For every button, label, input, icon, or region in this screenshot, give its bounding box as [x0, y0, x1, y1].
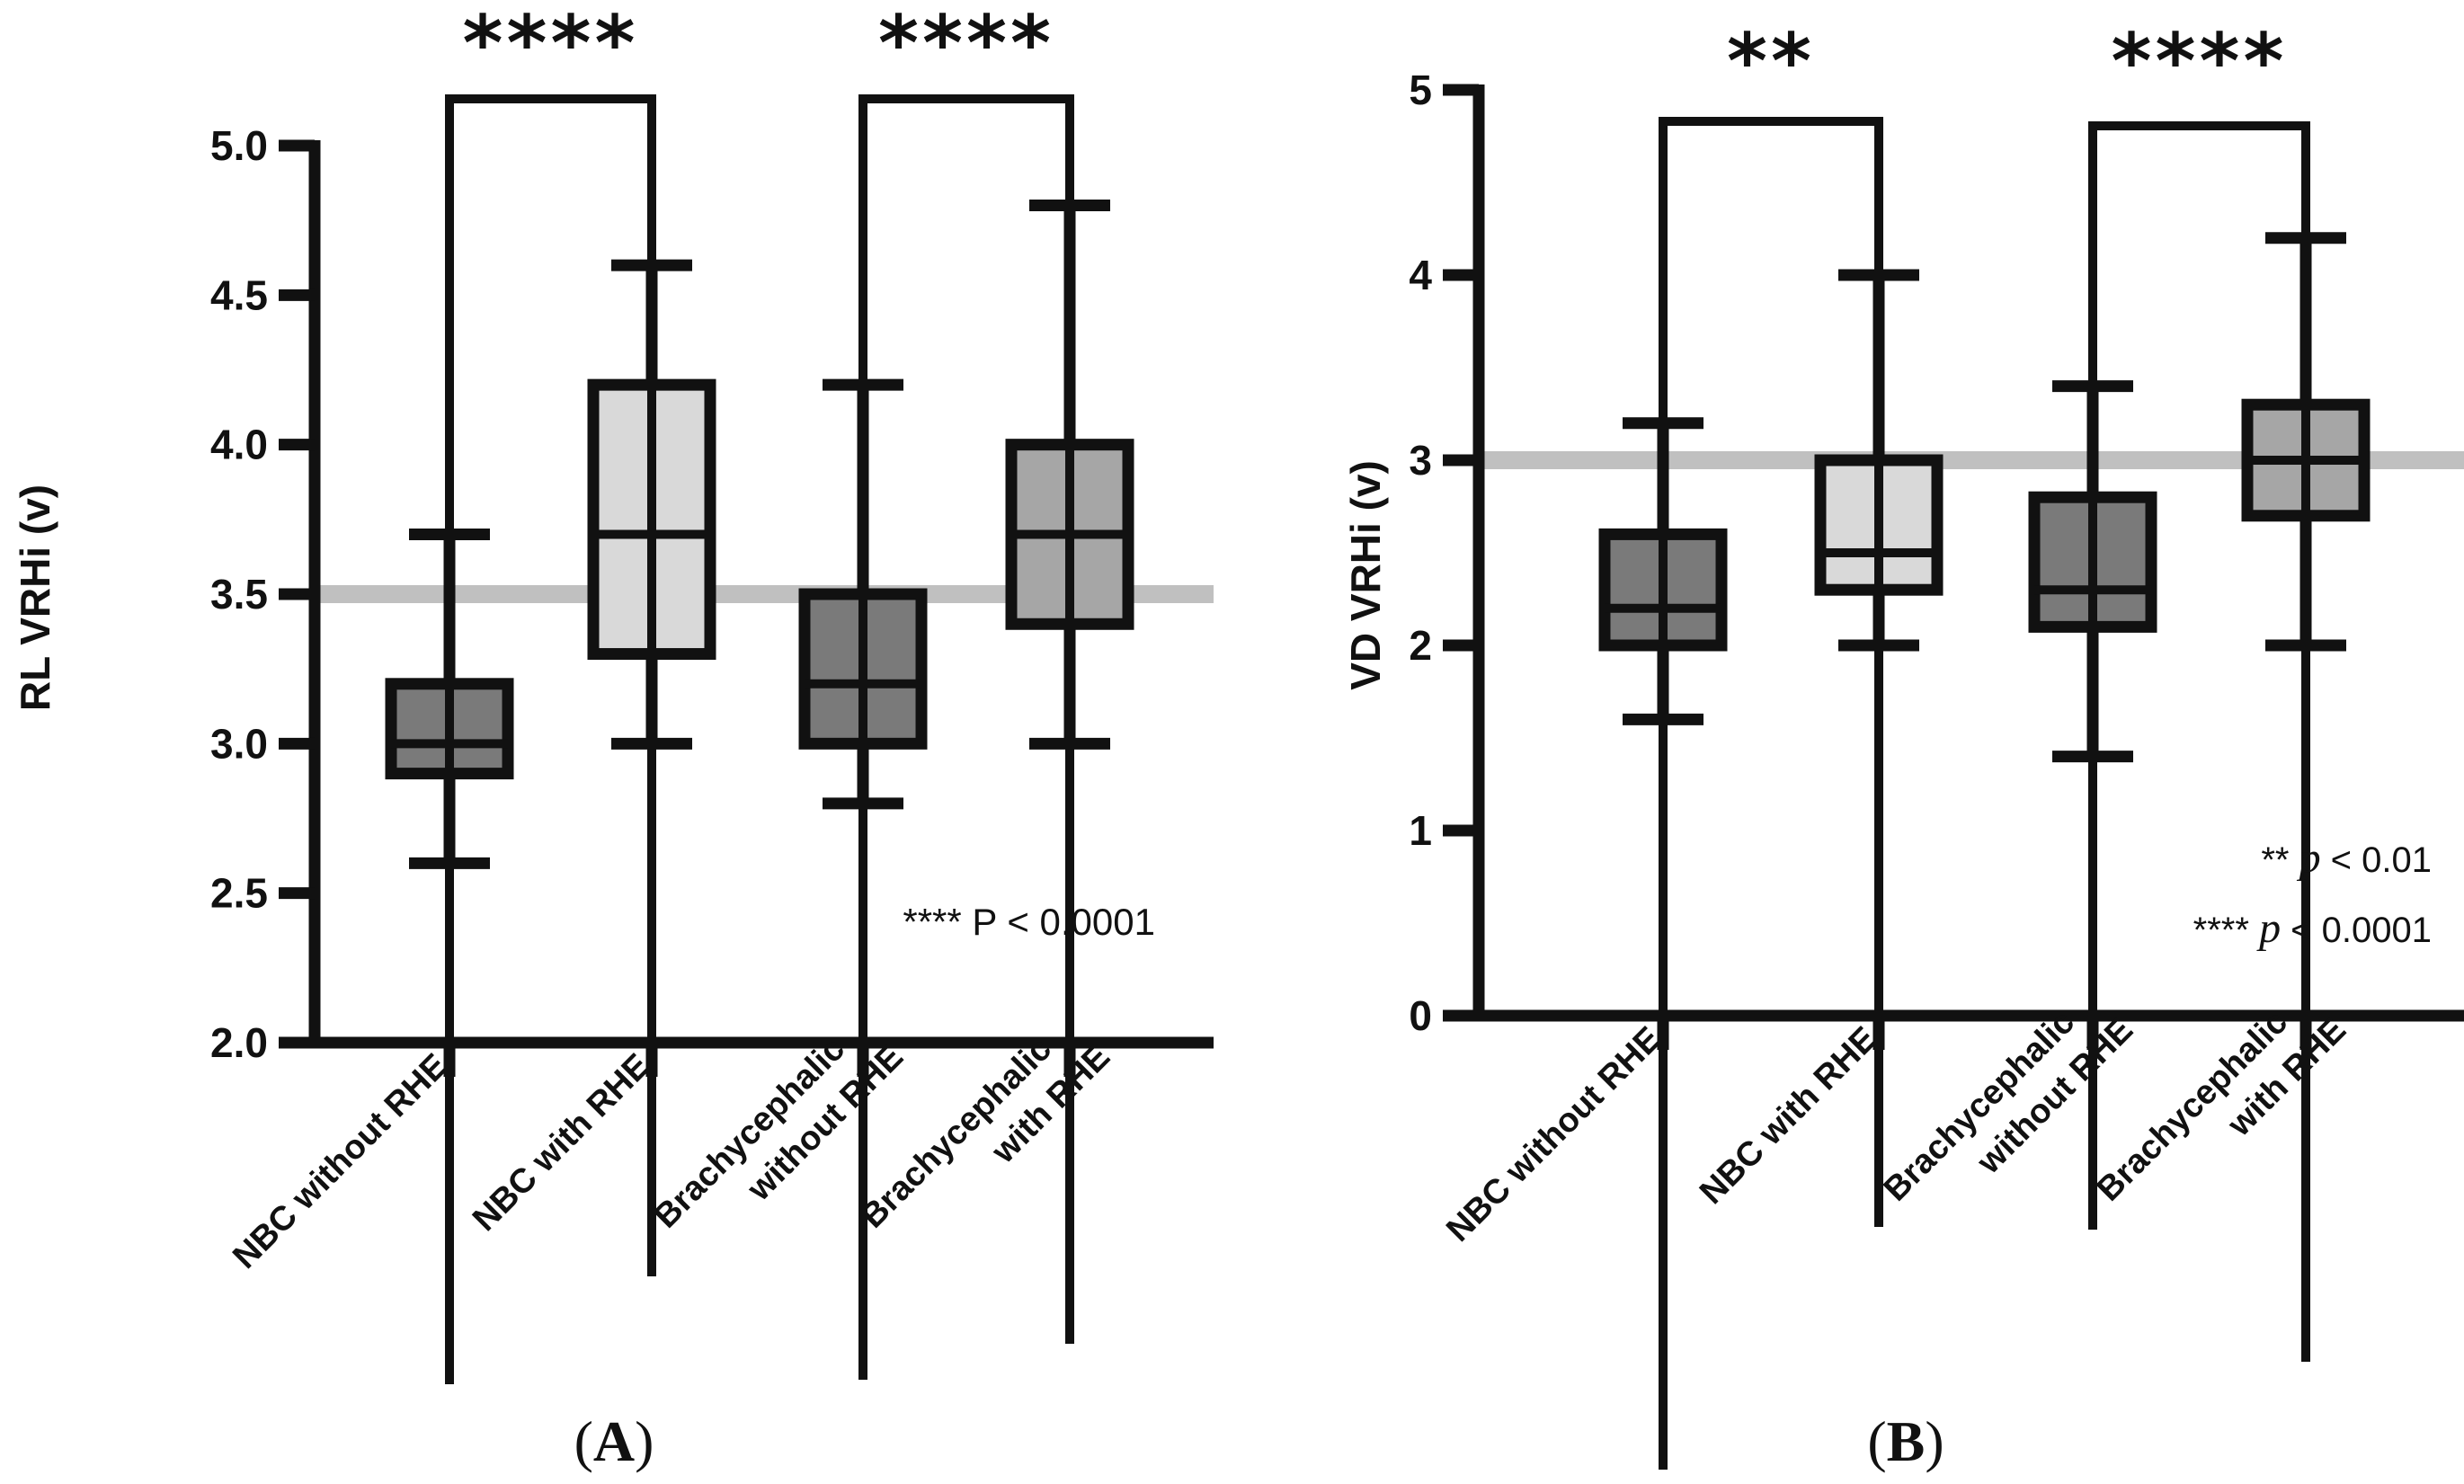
- y-tick-label: 3.0: [210, 720, 268, 767]
- y-tick-label: 4: [1409, 252, 1432, 298]
- panel-label-paren-close: ): [635, 1409, 654, 1473]
- y-tick-label: 4.0: [210, 422, 268, 468]
- y-axis-title: RL VRHi (v): [12, 484, 58, 711]
- y-tick-label: 2.0: [210, 1019, 268, 1066]
- significance-stars: **: [1727, 17, 1815, 107]
- y-tick-label: 5.0: [210, 122, 268, 169]
- significance-stars: ****: [2112, 17, 2288, 107]
- panel-label-paren-open: (: [1867, 1409, 1886, 1473]
- p-value-note-p: p: [2297, 834, 2321, 882]
- y-tick-label: 1: [1409, 807, 1432, 854]
- p-value-note-text: < 0.0001: [2281, 911, 2432, 950]
- p-value-note: **** p < 0.0001: [2193, 904, 2432, 952]
- y-tick-label: 4.5: [210, 271, 268, 318]
- p-value-note: **** P < 0.0001: [903, 901, 1155, 943]
- significance-bracket: [858, 94, 1074, 1380]
- panel-label-letter: B: [1887, 1409, 1926, 1473]
- y-axis-title: VD VRHi (v): [1342, 460, 1389, 690]
- p-value-note-p: p: [2256, 904, 2281, 952]
- significance-bracket: [1659, 117, 1883, 1470]
- p-value-note-stars: **: [2261, 840, 2299, 880]
- p-value-note-stars: ****: [2193, 911, 2259, 950]
- panel-label: (B): [1867, 1409, 1944, 1473]
- y-tick-label: 2: [1409, 622, 1432, 669]
- panel-label-paren-open: (: [574, 1409, 593, 1473]
- significance-bracket: [445, 94, 656, 1384]
- panel-label-paren-close: ): [1925, 1409, 1944, 1473]
- p-value-note: ** p < 0.01: [2261, 834, 2432, 882]
- y-tick-label: 2.5: [210, 870, 268, 917]
- panel-label-letter: A: [593, 1409, 635, 1473]
- significance-stars: ****: [878, 0, 1054, 89]
- panel-label: (A): [574, 1409, 654, 1473]
- y-tick-label: 3: [1409, 437, 1432, 484]
- p-value-note-text: P < 0.0001: [972, 901, 1155, 943]
- significance-stars: ****: [463, 0, 639, 89]
- p-value-note-text: < 0.01: [2321, 840, 2432, 880]
- p-value-note-stars: ****: [903, 901, 972, 943]
- significance-bracket: [2088, 121, 2310, 1362]
- y-tick-label: 3.5: [210, 571, 268, 618]
- y-tick-label: 0: [1409, 992, 1432, 1039]
- y-tick-label: 5: [1409, 67, 1432, 113]
